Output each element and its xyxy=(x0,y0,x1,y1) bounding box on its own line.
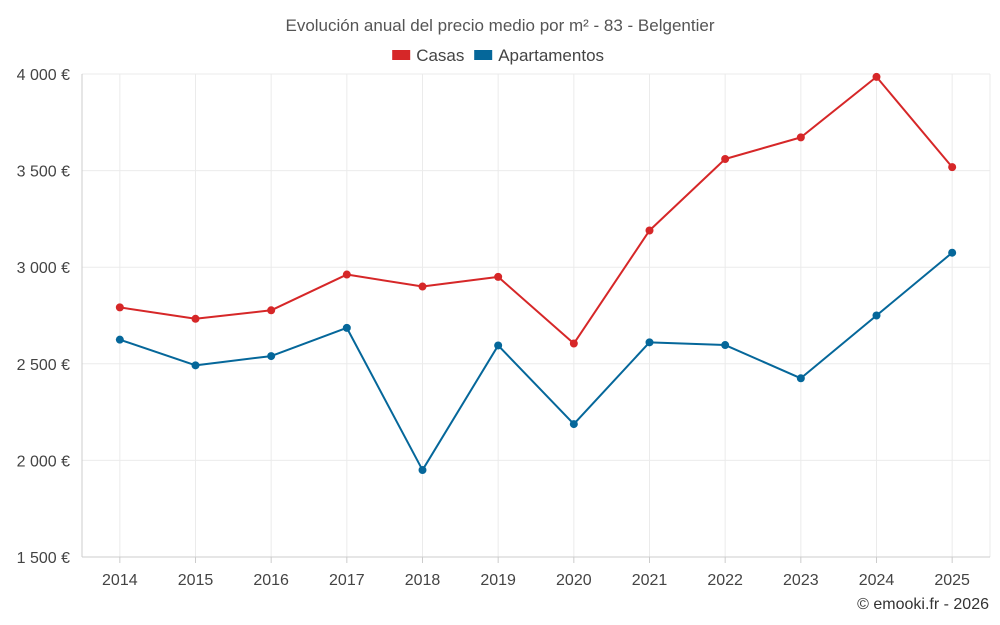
data-point-casas[interactable] xyxy=(569,339,578,348)
data-point-casas[interactable] xyxy=(342,270,351,279)
series-line-casas xyxy=(119,75,953,345)
grid xyxy=(82,73,991,557)
data-point-casas[interactable] xyxy=(948,163,957,172)
data-point-apartamentos[interactable] xyxy=(872,311,881,320)
data-point-casas[interactable] xyxy=(721,155,730,164)
data-point-casas[interactable] xyxy=(267,306,276,315)
x-tick-label: 2023 xyxy=(783,572,819,589)
legend-item-apartamentos[interactable]: Apartamentos xyxy=(474,46,604,65)
data-point-apartamentos[interactable] xyxy=(267,352,276,361)
legend-swatch xyxy=(474,50,493,60)
data-point-casas[interactable] xyxy=(796,133,805,142)
legend: Casas Apartamentos xyxy=(392,46,604,65)
y-tick-label: 3 500 € xyxy=(17,164,70,181)
x-tick-label: 2022 xyxy=(707,572,743,589)
series-line-apartamentos xyxy=(119,251,953,472)
data-point-apartamentos[interactable] xyxy=(115,335,124,344)
x-tick-label: 2014 xyxy=(102,572,138,589)
legend-item-casas[interactable]: Casas xyxy=(392,46,464,65)
data-point-apartamentos[interactable] xyxy=(342,323,351,332)
x-tick-label: 2021 xyxy=(632,572,668,589)
data-point-casas[interactable] xyxy=(645,226,654,235)
series-apartamentos xyxy=(115,248,957,475)
x-tick-label: 2025 xyxy=(934,572,970,589)
x-tick-label: 2020 xyxy=(556,572,592,589)
chart-title: Evolución anual del precio medio por m² … xyxy=(285,16,714,35)
x-tick-label: 2019 xyxy=(480,572,516,589)
y-tick-label: 4 000 € xyxy=(17,67,70,84)
data-point-apartamentos[interactable] xyxy=(645,338,654,347)
data-point-casas[interactable] xyxy=(418,282,427,291)
data-point-apartamentos[interactable] xyxy=(796,374,805,383)
data-point-apartamentos[interactable] xyxy=(191,361,200,370)
x-tick-label: 2024 xyxy=(859,572,895,589)
data-point-casas[interactable] xyxy=(872,72,881,81)
y-tick-label: 1 500 € xyxy=(17,550,70,567)
y-tick-label: 2 500 € xyxy=(17,357,70,374)
legend-label: Apartamentos xyxy=(498,46,604,65)
data-point-casas[interactable] xyxy=(115,303,124,312)
series-layer xyxy=(115,72,957,475)
data-point-apartamentos[interactable] xyxy=(948,248,957,257)
data-point-apartamentos[interactable] xyxy=(494,341,503,350)
x-tick-label: 2016 xyxy=(253,572,289,589)
data-point-apartamentos[interactable] xyxy=(418,466,427,475)
credit-text: © emooki.fr - 2026 xyxy=(857,596,989,613)
data-point-casas[interactable] xyxy=(191,314,200,323)
x-tick-label: 2017 xyxy=(329,572,365,589)
y-tick-label: 3 000 € xyxy=(17,260,70,277)
y-tick-label: 2 000 € xyxy=(17,453,70,470)
axes: 1 500 € 2 000 € 2 500 € 3 000 € 3 500 € 4 000… xyxy=(17,67,990,589)
legend-swatch xyxy=(392,50,411,60)
x-tick-label: 2018 xyxy=(405,572,441,589)
x-tick-label: 2015 xyxy=(178,572,214,589)
data-point-casas[interactable] xyxy=(494,272,503,281)
data-point-apartamentos[interactable] xyxy=(569,420,578,429)
series-casas xyxy=(115,72,957,348)
legend-label: Casas xyxy=(416,46,464,65)
data-point-apartamentos[interactable] xyxy=(721,341,730,350)
